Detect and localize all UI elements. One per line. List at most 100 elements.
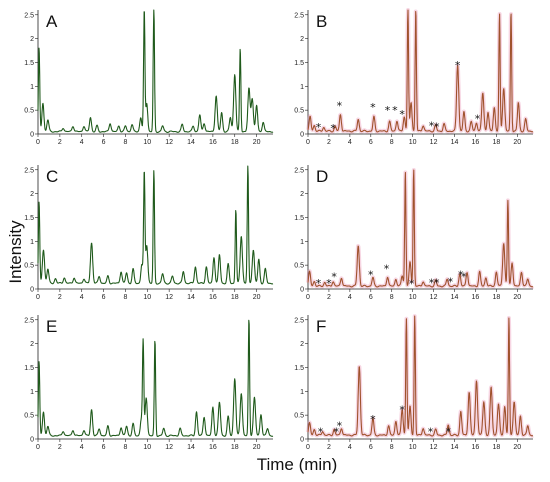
x-tick-label: 16 — [209, 139, 217, 146]
x-tick-label: 6 — [102, 139, 106, 146]
asterisk-marker: * — [330, 122, 336, 135]
y-tick-label: 0.5 — [294, 413, 304, 420]
asterisk-marker: * — [458, 269, 464, 282]
x-tick-label: 12 — [430, 294, 438, 301]
x-tick-label: 16 — [209, 294, 217, 301]
y-tick-label: 1.5 — [24, 60, 34, 67]
x-tick-label: 0 — [36, 444, 40, 451]
x-tick-label: 0 — [36, 139, 40, 146]
x-tick-label: 6 — [102, 444, 106, 451]
series-line — [307, 169, 534, 288]
x-tick-label: 14 — [187, 294, 195, 301]
x-tick-label: 4 — [80, 294, 84, 301]
x-axis-title: Time (min) — [257, 455, 338, 474]
y-tick-label: 0 — [300, 437, 304, 444]
x-tick-label: 14 — [187, 444, 195, 451]
x-tick-label: 8 — [390, 139, 394, 146]
x-tick-label: 4 — [348, 444, 352, 451]
x-tick-label: 8 — [123, 139, 127, 146]
x-tick-label: 20 — [253, 294, 261, 301]
asterisk-marker: * — [392, 104, 398, 117]
x-tick-label: 18 — [231, 444, 239, 451]
x-tick-label: 2 — [58, 139, 62, 146]
x-tick-label: 12 — [165, 139, 173, 146]
panel-b: 00.511.522.50 2 4 6 8 10 12 14 16 18 20* ** * * * ** ***… — [294, 8, 535, 146]
x-tick-label: 10 — [409, 294, 417, 301]
y-tick-label: 0 — [30, 437, 34, 444]
y-tick-label: 0.5 — [24, 108, 34, 115]
panel-letter: A — [46, 12, 58, 31]
y-tick-label: 0 — [30, 287, 34, 294]
panel-letter: E — [46, 317, 57, 336]
panel-letter: B — [316, 12, 327, 31]
x-tick-label: 8 — [123, 294, 127, 301]
x-tick-label: 8 — [123, 444, 127, 451]
asterisk-marker: * — [316, 277, 322, 290]
x-tick-label: 6 — [369, 139, 373, 146]
y-tick-label: 1.5 — [294, 365, 304, 372]
asterisk-marker: * — [429, 276, 435, 289]
x-tick-label: 2 — [58, 294, 62, 301]
x-tick-label: 4 — [80, 444, 84, 451]
x-tick-label: 18 — [231, 294, 239, 301]
x-tick-label: 8 — [390, 444, 394, 451]
x-tick-label: 18 — [492, 294, 500, 301]
x-tick-label: 14 — [451, 139, 459, 146]
x-tick-label: 20 — [253, 444, 261, 451]
y-tick-label: 1 — [30, 389, 34, 396]
x-tick-label: 10 — [143, 294, 151, 301]
asterisk-marker: * — [445, 425, 451, 438]
panel-c: 0 0.5 1 1.5 2 2.5 0 2 4 6 8 10 12 14 16 18 20 C — [24, 165, 274, 301]
x-tick-label: 20 — [513, 294, 521, 301]
asterisk-marker: * — [429, 119, 435, 132]
x-tick-label: 16 — [472, 139, 480, 146]
x-tick-label: 6 — [369, 444, 373, 451]
asterisk-marker: * — [434, 276, 440, 289]
y-tick-label: 0 — [300, 287, 304, 294]
y-tick-label: 2 — [30, 341, 34, 348]
y-tick-label: 2 — [30, 36, 34, 43]
y-tick-label: 2.5 — [294, 167, 304, 174]
x-tick-label: 20 — [253, 139, 261, 146]
y-axis-title: Intensity — [6, 220, 25, 284]
asterisk-marker: * — [399, 108, 405, 121]
panel-e: 0 0.5 1 1.5 2 2.5 0 2 4 6 8 10 12 14 16 18 20 E — [24, 315, 274, 451]
x-tick-label: 4 — [348, 294, 352, 301]
series-line — [307, 9, 534, 133]
asterisk-marker: * — [385, 104, 391, 117]
x-tick-label: 2 — [327, 139, 331, 146]
asterisk-marker: * — [409, 277, 415, 290]
y-tick-label: 1 — [30, 84, 34, 91]
panel-a: 0 0.5 1 1.5 2 2.5 0 2 4 6 8 10 12 14 16 18 20 A — [24, 9, 274, 146]
y-tick-label: 0.5 — [294, 108, 304, 115]
y-tick-label: 2.5 — [294, 317, 304, 324]
y-tick-label: 0.5 — [24, 413, 34, 420]
y-tick-label: 1.5 — [24, 215, 34, 222]
y-tick-label: 0.5 — [24, 263, 34, 270]
x-tick-label: 20 — [513, 139, 521, 146]
asterisk-marker: * — [337, 99, 343, 112]
asterisk-marker: * — [368, 269, 374, 282]
x-tick-label: 0 — [306, 444, 310, 451]
x-tick-label: 16 — [472, 444, 480, 451]
asterisk-marker: * — [455, 59, 461, 72]
asterisk-marker: * — [316, 121, 322, 134]
x-tick-label: 4 — [80, 139, 84, 146]
y-tick-label: 2 — [30, 191, 34, 198]
x-tick-label: 14 — [451, 294, 459, 301]
x-tick-label: 18 — [231, 139, 239, 146]
panel-f: 00.511.522.50 2 4 6 8 10 12 14 16 18 20* ***** *F — [294, 314, 535, 451]
series-line — [307, 315, 534, 437]
x-tick-label: 14 — [187, 139, 195, 146]
x-tick-label: 2 — [327, 294, 331, 301]
x-tick-label: 12 — [430, 139, 438, 146]
y-tick-label: 1 — [30, 239, 34, 246]
asterisk-marker: * — [337, 420, 343, 433]
y-tick-label: 0 — [300, 132, 304, 139]
panel-letter: D — [316, 167, 328, 186]
asterisk-marker: * — [331, 271, 337, 284]
x-tick-label: 16 — [209, 444, 217, 451]
panel-grid: 00.511.522.50 2 4 6 8 10 12 14 16 18 20A00.511.522… — [24, 8, 535, 451]
series-line — [37, 9, 274, 134]
